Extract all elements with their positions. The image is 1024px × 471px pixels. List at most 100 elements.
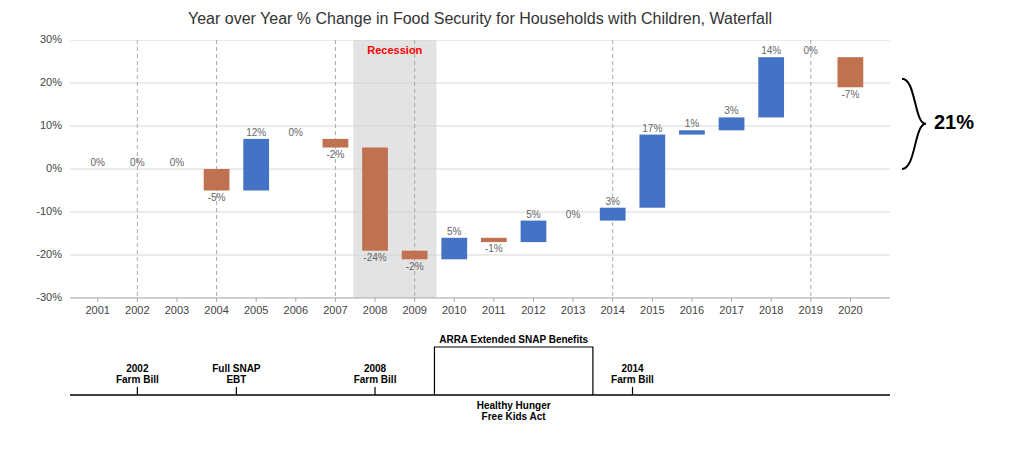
grid-line: [70, 169, 890, 170]
data-label: 0%: [289, 127, 304, 138]
bar: [838, 57, 864, 87]
data-label: -24%: [363, 252, 386, 263]
grid-line: [70, 126, 890, 127]
x-tick-label: 2016: [680, 304, 704, 316]
data-label: 17%: [642, 123, 662, 134]
text-line: Farm Bill: [354, 374, 397, 385]
x-tick: [652, 298, 653, 302]
bar: [758, 57, 784, 117]
x-tick: [731, 298, 732, 302]
grid-line: [70, 212, 890, 213]
total-bracket: [902, 79, 926, 169]
event-range: [434, 347, 592, 395]
bar: [164, 169, 190, 170]
data-label: 14%: [761, 45, 781, 56]
x-tick: [335, 298, 336, 302]
x-tick-label: 2010: [442, 304, 466, 316]
reference-line: [810, 40, 811, 298]
bar: [362, 148, 388, 251]
chart: Year over Year % Change in Food Security…: [0, 0, 1024, 471]
x-tick-label: 2018: [759, 304, 783, 316]
x-tick-label: 2004: [204, 304, 228, 316]
bar: [600, 208, 626, 221]
text-line: 2008: [364, 363, 387, 374]
bar: [679, 130, 705, 134]
x-tick: [533, 298, 534, 302]
bar: [560, 220, 586, 221]
x-tick: [176, 298, 177, 302]
grid-line: [70, 298, 890, 299]
bar: [402, 251, 428, 260]
event-label: 2002Farm Bill: [116, 363, 159, 385]
bar: [283, 138, 309, 139]
data-label: 0%: [91, 157, 106, 168]
x-tick: [375, 298, 376, 302]
bar: [639, 135, 665, 208]
data-label: -2%: [406, 261, 424, 272]
total-label: 21%: [934, 111, 974, 133]
data-label: 12%: [246, 127, 266, 138]
plot-background: [70, 40, 890, 298]
x-tick-label: 2008: [363, 304, 387, 316]
text-line: Full SNAP: [212, 363, 261, 374]
event-range-label: ARRA Extended SNAP Benefits: [439, 334, 588, 345]
bar: [481, 238, 507, 242]
reference-line: [335, 40, 336, 298]
event-label: 2008Farm Bill: [354, 363, 397, 385]
grid-line: [70, 40, 890, 41]
y-tick-label: 10%: [40, 119, 62, 131]
timeline: [70, 394, 890, 396]
x-tick-label: 2007: [323, 304, 347, 316]
x-tick: [493, 298, 494, 302]
y-tick-label: -30%: [36, 291, 62, 303]
x-tick-label: 2020: [838, 304, 862, 316]
text-line: Farm Bill: [611, 374, 654, 385]
event-tick: [236, 387, 237, 395]
data-label: 0%: [170, 157, 185, 168]
event-label-below: Healthy HungerFree Kids Act: [477, 400, 551, 422]
text-line: 2014: [621, 363, 644, 374]
reference-line: [612, 40, 613, 298]
data-label: -1%: [485, 243, 503, 254]
recession-span: [353, 40, 436, 298]
text-line: Healthy Hunger: [477, 400, 551, 411]
x-tick: [256, 298, 257, 302]
bar: [441, 238, 467, 259]
event-tick: [632, 387, 633, 395]
data-label: 3%: [605, 196, 620, 207]
x-tick: [810, 298, 811, 302]
data-label: 5%: [526, 209, 541, 220]
x-tick: [216, 298, 217, 302]
x-tick: [137, 298, 138, 302]
text-line: Free Kids Act: [482, 411, 547, 422]
bar: [521, 221, 547, 243]
data-label: 3%: [724, 105, 739, 116]
x-tick-label: 2009: [402, 304, 426, 316]
bar: [204, 169, 230, 191]
grid-line: [70, 255, 890, 256]
y-tick-label: -20%: [36, 248, 62, 260]
x-tick: [573, 298, 574, 302]
x-tick-label: 2011: [482, 304, 506, 316]
x-tick-label: 2013: [561, 304, 585, 316]
x-tick: [691, 298, 692, 302]
title: Year over Year % Change in Food Security…: [188, 10, 772, 27]
x-tick-label: 2005: [244, 304, 268, 316]
event-tick: [137, 387, 138, 395]
text-line: Farm Bill: [116, 374, 159, 385]
reference-line: [137, 40, 138, 298]
x-axis-line: [70, 298, 890, 299]
recession-label: Recession: [367, 44, 422, 56]
data-label: -2%: [327, 149, 345, 160]
x-tick-label: 2006: [284, 304, 308, 316]
text-line: 2002: [126, 363, 149, 374]
y-tick-label: 30%: [40, 33, 62, 45]
data-label: -5%: [208, 192, 226, 203]
data-label: -7%: [841, 89, 859, 100]
bar: [323, 139, 349, 148]
bar: [85, 169, 111, 170]
bar: [243, 139, 269, 191]
event-tick: [374, 387, 375, 395]
data-label: 0%: [804, 45, 819, 56]
bar: [798, 57, 824, 58]
